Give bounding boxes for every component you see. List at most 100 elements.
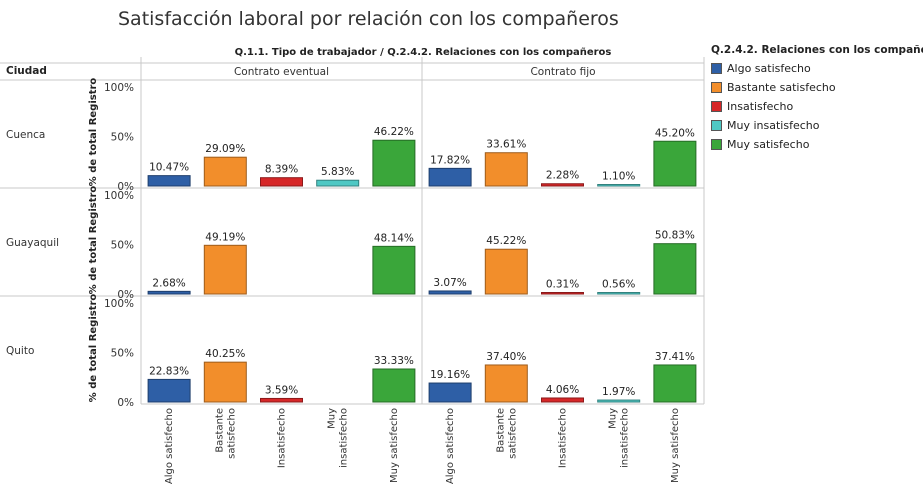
legend-label: Algo satisfecho bbox=[727, 62, 811, 75]
data-label: 48.14% bbox=[374, 232, 414, 244]
bar bbox=[653, 364, 697, 403]
legend-swatch bbox=[711, 82, 722, 93]
x-tick-label: Insatisfecho bbox=[277, 408, 288, 468]
bar bbox=[203, 244, 247, 295]
bar bbox=[484, 248, 528, 295]
legend-swatch bbox=[711, 101, 722, 112]
column-label: Contrato eventual bbox=[234, 66, 329, 78]
y-tick-label: 50% bbox=[111, 240, 134, 252]
data-label: 2.28% bbox=[546, 170, 579, 182]
data-label: 0.31% bbox=[546, 279, 579, 291]
x-tick-label: Muy satisfecho bbox=[389, 408, 400, 483]
bar bbox=[260, 177, 303, 187]
bar bbox=[147, 378, 191, 403]
x-tick-label: Muy bbox=[608, 408, 619, 429]
row-label: Guayaquil bbox=[6, 237, 59, 249]
x-tick-label: Muy bbox=[327, 408, 338, 429]
bar bbox=[203, 361, 247, 403]
data-label: 37.40% bbox=[486, 351, 526, 363]
data-label: 33.61% bbox=[486, 139, 526, 151]
bar bbox=[316, 179, 360, 187]
x-tick-label: Bastante bbox=[214, 408, 225, 453]
bar bbox=[541, 397, 584, 403]
bar bbox=[147, 290, 191, 295]
data-label: 50.83% bbox=[655, 230, 695, 242]
legend-item[interactable]: Algo satisfecho bbox=[711, 59, 923, 78]
bar bbox=[428, 167, 472, 187]
y-tick-label: 100% bbox=[104, 190, 134, 202]
bar bbox=[484, 364, 528, 403]
data-label: 2.68% bbox=[152, 277, 185, 289]
bar bbox=[372, 245, 416, 295]
x-tick-label: Algo satisfecho bbox=[445, 408, 456, 484]
x-tick-label: insatisfecho bbox=[339, 408, 350, 468]
data-label: 40.25% bbox=[205, 348, 245, 360]
legend-label: Muy insatisfecho bbox=[727, 119, 820, 132]
y-tick-label: 0% bbox=[117, 289, 134, 301]
bar bbox=[597, 399, 641, 403]
data-label: 46.22% bbox=[374, 126, 414, 138]
legend-item[interactable]: Insatisfecho bbox=[711, 97, 923, 116]
bar bbox=[541, 292, 584, 295]
legend: Q.2.4.2. Relaciones con los compañeros A… bbox=[711, 44, 923, 154]
row-label: Quito bbox=[6, 345, 34, 357]
data-label: 1.10% bbox=[602, 171, 635, 183]
data-label: 19.16% bbox=[430, 369, 470, 381]
bar bbox=[203, 156, 247, 187]
data-label: 3.59% bbox=[265, 384, 298, 396]
legend-swatch bbox=[711, 120, 722, 131]
bar bbox=[147, 175, 191, 187]
legend-items: Algo satisfecho Bastante satisfecho Insati… bbox=[711, 59, 923, 154]
data-label: 17.82% bbox=[430, 154, 470, 166]
bar bbox=[597, 184, 641, 187]
y-tick-label: 0% bbox=[117, 397, 134, 409]
bar bbox=[653, 243, 697, 295]
x-tick-label: Muy satisfecho bbox=[670, 408, 681, 483]
bar bbox=[372, 139, 416, 187]
data-label: 37.41% bbox=[655, 351, 695, 363]
row-header: Ciudad bbox=[6, 65, 47, 77]
data-label: 5.83% bbox=[321, 166, 354, 178]
y-axis-label: % de total Registro bbox=[88, 294, 99, 403]
column-label: Contrato fijo bbox=[530, 66, 595, 78]
legend-swatch bbox=[711, 63, 722, 74]
data-label: 10.47% bbox=[149, 162, 189, 174]
data-label: 45.22% bbox=[486, 235, 526, 247]
bar bbox=[428, 382, 472, 403]
y-axis-label: % de total Registro bbox=[88, 78, 99, 187]
bar bbox=[428, 290, 472, 295]
legend-item[interactable]: Bastante satisfecho bbox=[711, 78, 923, 97]
data-label: 29.09% bbox=[205, 143, 245, 155]
x-tick-label: satisfecho bbox=[507, 408, 518, 459]
x-tick-label: satisfecho bbox=[226, 408, 237, 459]
x-tick-label: Bastante bbox=[495, 408, 506, 453]
data-label: 3.07% bbox=[433, 277, 466, 289]
legend-label: Bastante satisfecho bbox=[727, 81, 836, 94]
legend-item[interactable]: Muy insatisfecho bbox=[711, 116, 923, 135]
data-label: 22.83% bbox=[149, 365, 189, 377]
legend-swatch bbox=[711, 139, 722, 150]
y-axis-label: % de total Registro bbox=[88, 186, 99, 295]
bar bbox=[260, 397, 303, 403]
data-label: 45.20% bbox=[655, 127, 695, 139]
data-label: 0.56% bbox=[602, 279, 635, 291]
legend-label: Insatisfecho bbox=[727, 100, 794, 113]
y-tick-label: 50% bbox=[111, 348, 134, 360]
bar bbox=[653, 140, 697, 187]
bar bbox=[484, 152, 528, 187]
y-tick-label: 100% bbox=[104, 82, 134, 94]
data-label: 4.06% bbox=[546, 384, 579, 396]
bar-chart: Q.1.1. Tipo de trabajador / Q.2.4.2. Rel… bbox=[0, 47, 705, 484]
legend-title: Q.2.4.2. Relaciones con los compañeros bbox=[711, 44, 923, 56]
data-label: 33.33% bbox=[374, 355, 414, 367]
column-header: Q.1.1. Tipo de trabajador / Q.2.4.2. Rel… bbox=[235, 47, 612, 58]
data-label: 1.97% bbox=[602, 386, 635, 398]
chart-title: Satisfacción laboral por relación con lo… bbox=[118, 8, 619, 30]
x-tick-label: Insatisfecho bbox=[558, 408, 569, 468]
bar bbox=[541, 183, 584, 187]
bar bbox=[372, 368, 416, 403]
x-tick-label: insatisfecho bbox=[620, 408, 631, 468]
row-label: Cuenca bbox=[6, 129, 45, 141]
legend-item[interactable]: Muy satisfecho bbox=[711, 135, 923, 154]
legend-label: Muy satisfecho bbox=[727, 138, 810, 151]
